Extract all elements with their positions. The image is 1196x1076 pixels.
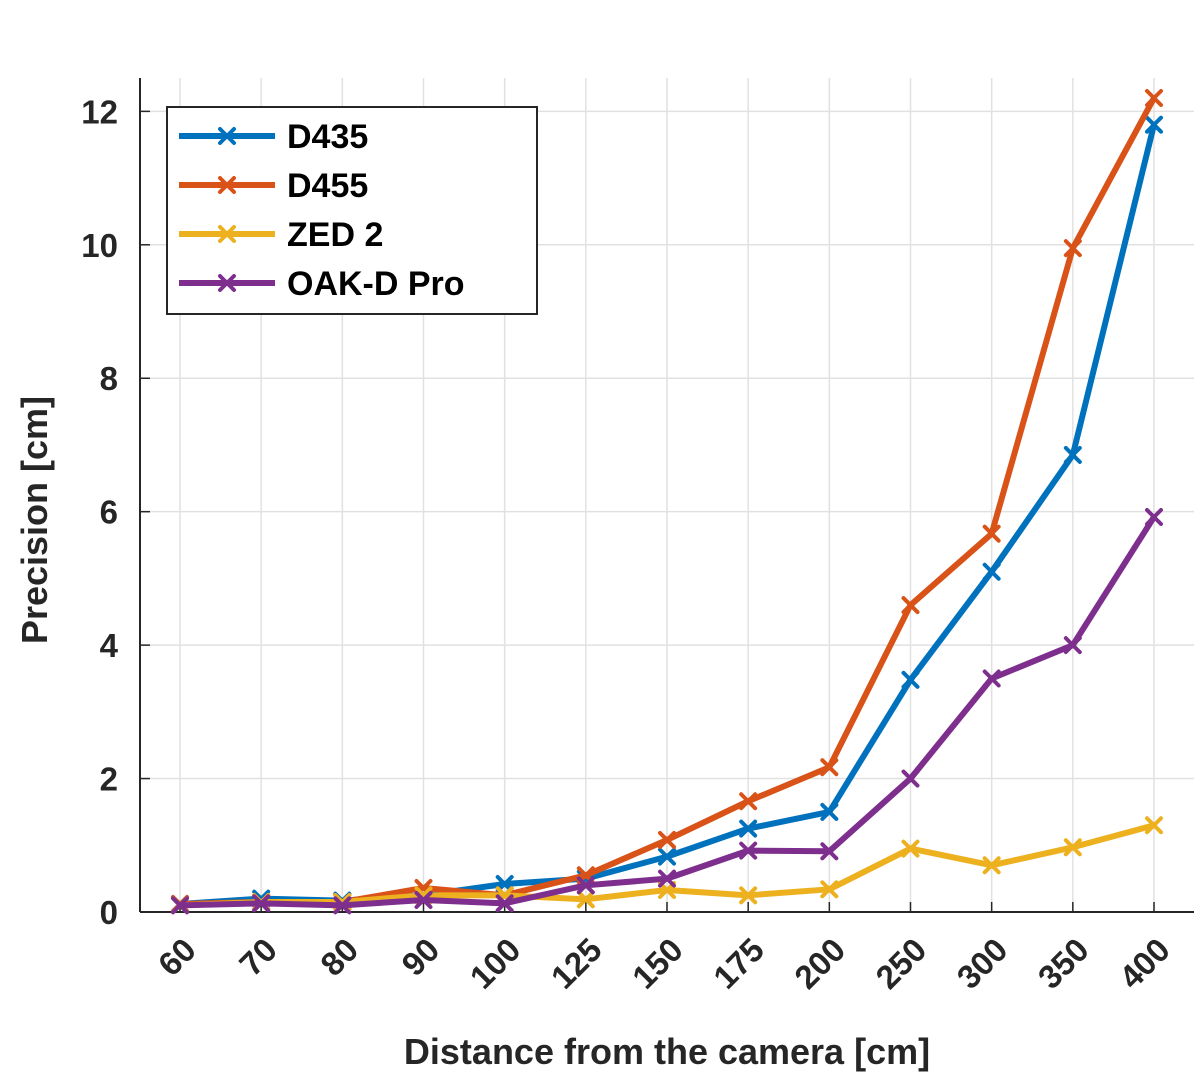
x-tick-label: 250 [868,931,933,996]
x-tick-label: 125 [544,931,609,996]
data-point [1063,445,1082,464]
legend-entry: OAK-D Pro [179,265,465,303]
data-point [495,894,514,913]
data-point [171,896,189,915]
y-tick-label: 6 [100,494,118,531]
y-axis-title: Precision [cm] [14,396,55,644]
data-point [820,880,839,899]
y-tick-label: 12 [81,93,118,130]
data-point [982,669,1001,688]
data-point [1145,115,1163,134]
legend: D435 D455 ZED 2 OAK-D Pro [166,106,538,315]
axes [139,78,1194,913]
x-tick-label: 300 [950,931,1015,996]
x-tick-label: 60 [151,931,203,983]
x-tick-label: 400 [1112,931,1177,996]
x-tick-label: 70 [232,931,284,983]
data-point [1145,816,1163,835]
data-point [252,894,271,913]
data-point [901,769,920,788]
data-point [820,758,839,777]
x-tick-label: 90 [394,931,446,983]
data-point [982,562,1001,581]
x-tick-label: 80 [313,931,365,983]
data-point [739,841,758,860]
legend-marker [218,225,236,243]
legend-entry: D455 [179,167,368,205]
data-point [414,890,433,909]
data-point [739,792,758,811]
data-point [1063,838,1082,857]
x-tick-label: 350 [1031,931,1096,996]
data-point [820,802,839,821]
legend-entry: D435 [179,118,368,156]
y-tick-label: 8 [100,360,118,397]
x-tick-label: 100 [463,931,528,996]
data-point [1063,636,1082,655]
x-tick-label: 200 [787,931,852,996]
y-tick-label: 4 [100,627,119,664]
data-point [658,869,676,888]
legend-entry: ZED 2 [179,216,383,254]
data-point [576,890,595,909]
data-point [820,842,839,861]
y-tick-labels: 0 2 4 6 8 10 12 [81,93,118,931]
series-oak-d-pro [171,508,1163,915]
legend-label: D435 [287,118,368,156]
y-tick-label: 10 [81,227,118,264]
data-point [658,830,676,849]
data-point [576,876,595,895]
data-point [333,896,352,915]
series-lines [171,89,1163,915]
data-point [901,839,920,858]
legend-label: ZED 2 [287,216,383,254]
legend-marker [218,274,236,292]
legend-label: D455 [287,167,368,205]
data-point [901,596,920,615]
x-tick-label: 175 [706,931,771,996]
data-point [658,847,676,866]
data-point [901,670,920,689]
x-tick-labels: 60 70 80 90 100 125 150 175 200 250 300 350 400 [151,931,1177,996]
legend-marker [218,176,236,194]
legend-label: OAK-D Pro [287,265,465,303]
data-point [739,819,758,838]
legend-marker [218,127,236,145]
data-point [1145,89,1163,108]
x-axis-title: Distance from the camera [cm] [404,1031,930,1072]
data-point [739,886,758,905]
data-point [982,524,1001,543]
y-tick-label: 0 [100,894,118,931]
data-point [1145,508,1163,527]
y-tick-label: 2 [100,761,118,798]
data-point [1063,239,1082,258]
data-point [982,856,1001,875]
x-tick-label: 150 [625,931,690,996]
